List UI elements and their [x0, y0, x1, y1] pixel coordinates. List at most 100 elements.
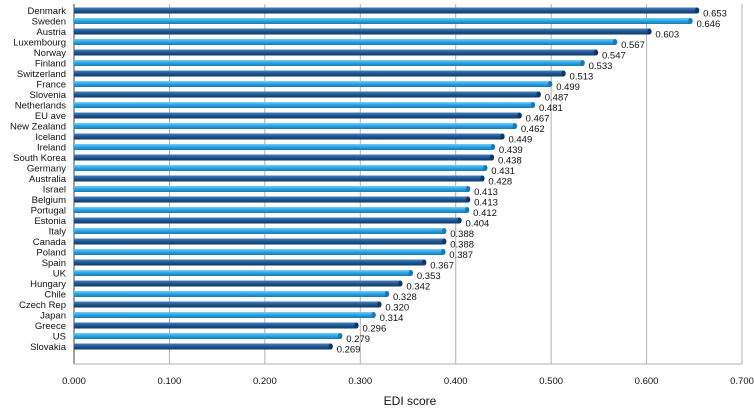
value-label: 0.320: [385, 303, 409, 314]
bar-end: [593, 49, 599, 56]
bar: [74, 207, 468, 213]
category-label: EU ave: [35, 111, 66, 122]
bar-end: [500, 133, 505, 140]
bar-end: [464, 207, 470, 213]
bar-end: [398, 280, 403, 287]
value-label: 0.388: [450, 229, 474, 240]
category-label: Canada: [33, 237, 67, 248]
value-label: 0.388: [450, 240, 474, 251]
category-label: Israel: [43, 184, 66, 195]
value-label: 0.603: [655, 30, 679, 41]
category-label: France: [36, 79, 66, 90]
category-label: Luxembourg: [13, 37, 66, 48]
bar-end: [457, 217, 462, 224]
bar-end: [647, 28, 652, 35]
value-label: 0.646: [696, 19, 720, 30]
category-label: Italy: [49, 226, 67, 237]
value-label: 0.412: [473, 208, 497, 219]
category-label: Iceland: [35, 132, 66, 143]
value-label: 0.487: [545, 93, 569, 104]
bar-end: [441, 249, 446, 255]
category-label: UK: [53, 268, 67, 279]
bar-end: [517, 112, 522, 119]
bar-end: [422, 259, 427, 266]
bar: [74, 39, 616, 45]
value-label: 0.438: [498, 156, 522, 167]
bar: [74, 7, 698, 14]
bar: [74, 60, 583, 66]
bar: [74, 196, 469, 203]
value-label: 0.499: [556, 82, 580, 93]
x-tick-label: 0.000: [62, 376, 86, 387]
value-label: 0.296: [362, 324, 386, 335]
x-tick-label: 0.100: [158, 376, 182, 387]
value-label: 0.328: [393, 292, 417, 303]
category-label: Sweden: [32, 16, 66, 27]
bar-end: [512, 123, 518, 129]
value-label: 0.387: [449, 250, 473, 261]
bar: [74, 81, 551, 87]
bar: [74, 322, 357, 329]
bar: [74, 333, 341, 339]
value-label: 0.413: [474, 187, 498, 198]
bar: [74, 291, 388, 297]
bar-end: [328, 343, 333, 350]
category-label: US: [53, 331, 66, 342]
value-label: 0.653: [703, 9, 727, 20]
value-label: 0.269: [337, 345, 361, 356]
bar-end: [442, 228, 447, 234]
category-label: New Zealand: [10, 121, 66, 132]
bar: [74, 238, 445, 245]
bar-end: [547, 81, 553, 87]
value-label: 0.462: [521, 124, 545, 135]
bar: [74, 91, 539, 98]
bar-end: [694, 7, 700, 14]
category-label: Denmark: [27, 6, 66, 17]
value-label: 0.467: [526, 114, 550, 125]
category-label: Norway: [34, 48, 66, 59]
bars: [74, 7, 700, 350]
category-label: Finland: [35, 58, 66, 69]
bar: [74, 270, 411, 276]
value-label: 0.279: [346, 334, 370, 345]
category-label: Portugal: [31, 205, 66, 216]
bar: [74, 301, 380, 308]
bar: [74, 249, 444, 255]
value-label: 0.481: [539, 103, 563, 114]
bar-end: [530, 102, 536, 108]
bar-end: [483, 165, 488, 171]
bar: [74, 18, 691, 24]
category-label: Chile: [44, 289, 66, 300]
bar-end: [377, 301, 382, 308]
x-tick-label: 0.200: [253, 376, 277, 387]
bar-end: [580, 60, 585, 66]
bar: [74, 70, 564, 77]
category-label: Switzerland: [17, 69, 66, 80]
category-label: Estonia: [34, 216, 66, 227]
bar-end: [489, 154, 495, 161]
bar: [74, 123, 515, 129]
bar-end: [612, 39, 618, 45]
bar: [74, 165, 486, 171]
x-tick-label: 0.300: [348, 376, 372, 387]
value-label: 0.428: [488, 177, 512, 188]
bar-end: [371, 312, 376, 318]
value-label: 0.567: [621, 40, 645, 51]
bar: [74, 228, 445, 234]
category-label: Germany: [27, 163, 66, 174]
bar-end: [384, 291, 390, 297]
value-label: 0.367: [430, 261, 454, 272]
category-label: Slovakia: [30, 342, 67, 353]
bar-end: [338, 333, 343, 339]
x-tick-labels: 0.000 0.100 0.200 0.300 0.400 0.500 0.600 0.700: [62, 376, 754, 387]
category-label: Japan: [40, 310, 66, 321]
bar-end: [688, 18, 693, 24]
category-label: Ireland: [37, 142, 66, 153]
bar-end: [561, 70, 566, 77]
x-tick-label: 0.500: [539, 376, 563, 387]
category-label: Greece: [35, 321, 66, 332]
value-label: 0.353: [417, 271, 441, 282]
bar: [74, 217, 460, 224]
category-label: Netherlands: [15, 100, 66, 111]
